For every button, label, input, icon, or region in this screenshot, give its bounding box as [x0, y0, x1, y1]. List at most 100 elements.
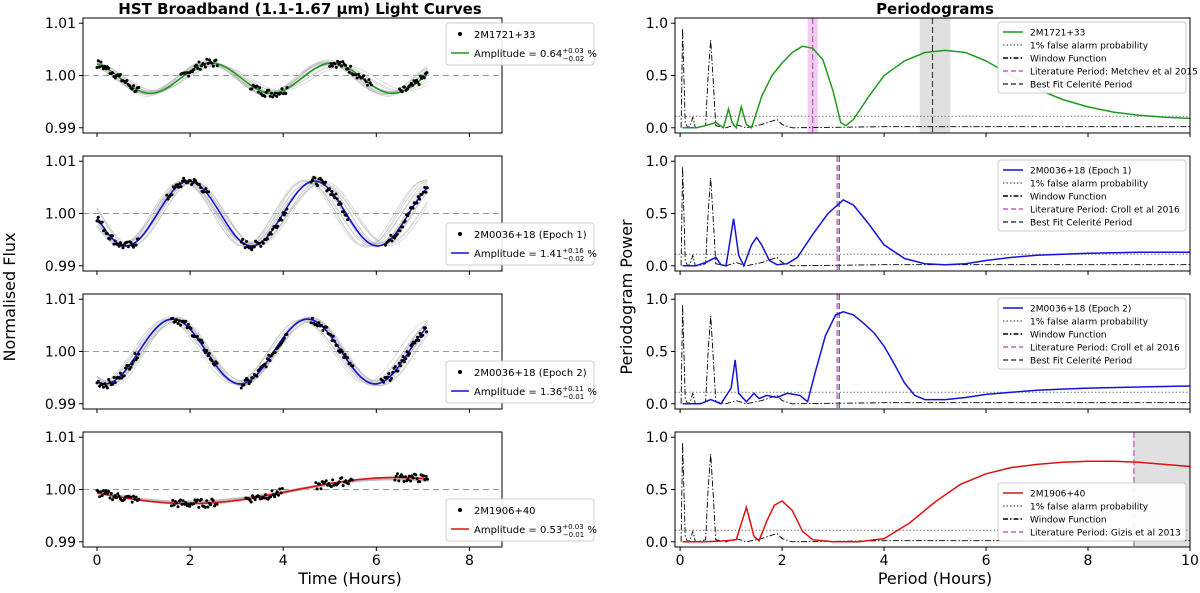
legend-amp-unit: % [584, 249, 597, 260]
data-point [342, 356, 346, 360]
data-point [197, 183, 201, 186]
data-point [113, 381, 117, 385]
data-point [203, 505, 207, 509]
data-point [386, 375, 389, 379]
data-point [273, 91, 277, 95]
data-point [211, 64, 215, 68]
data-point [394, 474, 398, 478]
data-point [331, 478, 335, 482]
legend-amp-unit: % [584, 49, 597, 60]
model-line [96, 318, 428, 385]
data-point [122, 374, 126, 378]
left-title: HST Broadband (1.1-1.67 μm) Light Curves [118, 0, 481, 18]
data-point [199, 497, 203, 501]
data-point [185, 326, 189, 330]
data-point [107, 490, 111, 493]
data-point [333, 196, 337, 200]
data-point [184, 501, 188, 505]
data-point [102, 385, 105, 389]
data-point [191, 70, 194, 74]
data-point [324, 180, 327, 184]
legend-label: 2M0036+18 (Epoch 1) [1030, 167, 1131, 177]
data-point [327, 187, 331, 191]
data-point [112, 376, 116, 379]
ytick-label: 0.99 [45, 121, 76, 137]
legend-label: 2M1906+40 [1030, 490, 1086, 500]
data-point [389, 377, 393, 380]
data-point [349, 64, 353, 68]
data-point [407, 211, 411, 215]
data-point [211, 499, 215, 503]
xtick-label: 4 [880, 553, 889, 569]
data-point [401, 475, 405, 479]
data-point [277, 493, 280, 497]
data-point [384, 243, 388, 247]
data-point [285, 332, 289, 336]
data-point [186, 502, 190, 506]
data-point [284, 92, 288, 95]
data-point [341, 484, 345, 488]
data-point [409, 479, 413, 483]
data-point [108, 380, 112, 384]
legend-label: Literature Period: Croll et al 2016 [1030, 344, 1180, 354]
data-point [258, 86, 262, 90]
data-point [178, 182, 182, 186]
data-point [335, 343, 339, 347]
data-point [192, 502, 196, 506]
data-point [199, 186, 203, 189]
data-point [275, 490, 279, 494]
data-point [171, 316, 175, 320]
data-point [336, 59, 340, 63]
lightcurve-panel-2 [83, 175, 502, 252]
xtick-label: 2 [186, 553, 195, 569]
ytick-label: 1.01 [45, 16, 76, 32]
legend-label: 1% false alarm probability [1030, 180, 1149, 190]
legend-label: Literature Period: Croll et al 2016 [1030, 206, 1180, 216]
periodogram-line [682, 460, 1191, 543]
data-point [362, 74, 366, 78]
data-point [418, 480, 422, 484]
data-point [98, 384, 102, 388]
data-point [134, 89, 138, 93]
data-point [337, 480, 341, 484]
data-point [206, 354, 210, 358]
data-point [255, 84, 259, 88]
legend-box [997, 21, 1187, 94]
data-point [316, 184, 320, 188]
data-point [128, 84, 132, 88]
data-point [249, 500, 253, 504]
data-point [116, 492, 120, 496]
data-point [267, 88, 271, 92]
legend-amplitude: Amplitude = 1.36+0.11 −0.01 % [474, 385, 597, 401]
lightcurve-panel-3 [83, 316, 502, 390]
right-title: Periodograms [876, 0, 994, 18]
ytick-label: 0.0 [646, 259, 668, 275]
data-point [257, 495, 261, 498]
data-point [415, 201, 419, 205]
data-point [338, 350, 342, 354]
xtick-label: 8 [1084, 553, 1093, 569]
legend-label: Literature Period: Gizis et al 2013 [1030, 529, 1181, 539]
data-point [203, 190, 207, 194]
data-point [96, 379, 100, 383]
legend-label: 2M0036+18 (Epoch 2) [1030, 305, 1131, 315]
data-point [215, 361, 219, 365]
data-point [207, 351, 211, 355]
data-point [256, 90, 260, 94]
data-point [194, 63, 198, 67]
data-point [351, 364, 355, 368]
data-point [330, 190, 334, 193]
right-xlabel: Period (Hours) [878, 569, 992, 588]
data-point [215, 502, 219, 506]
data-point [132, 494, 135, 498]
data-point [103, 228, 107, 232]
legend-box [445, 222, 595, 266]
legend-label: 2M1721+33 [1030, 29, 1085, 39]
ytick-label: 1.0 [646, 16, 668, 32]
ytick-label: 0.0 [646, 121, 668, 137]
data-point [404, 357, 408, 361]
right-ylabel: Periodogram Power [617, 219, 636, 375]
data-point [329, 485, 333, 489]
data-point [389, 233, 393, 237]
